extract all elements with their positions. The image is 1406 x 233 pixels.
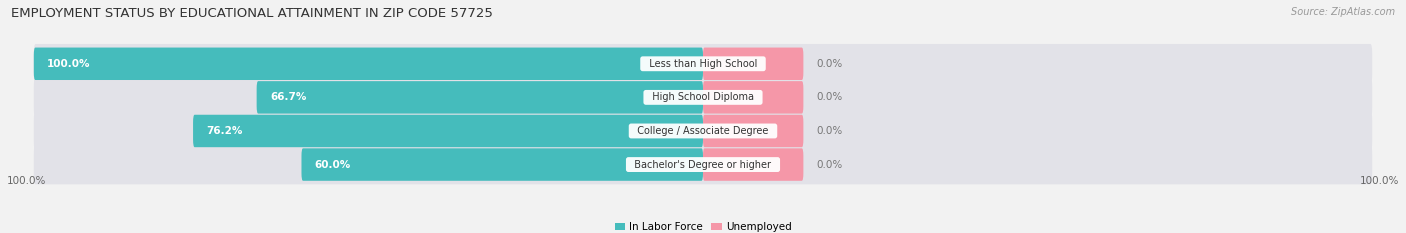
Text: 100.0%: 100.0%	[7, 176, 46, 186]
Legend: In Labor Force, Unemployed: In Labor Force, Unemployed	[610, 218, 796, 233]
Text: Bachelor's Degree or higher: Bachelor's Degree or higher	[628, 160, 778, 170]
Text: 0.0%: 0.0%	[817, 92, 844, 102]
Text: Less than High School: Less than High School	[643, 59, 763, 69]
FancyBboxPatch shape	[193, 115, 703, 147]
FancyBboxPatch shape	[34, 111, 1372, 151]
FancyBboxPatch shape	[34, 145, 1372, 184]
Text: 100.0%: 100.0%	[48, 59, 90, 69]
FancyBboxPatch shape	[703, 148, 803, 181]
FancyBboxPatch shape	[703, 115, 803, 147]
FancyBboxPatch shape	[34, 44, 1372, 84]
Text: 100.0%: 100.0%	[1360, 176, 1399, 186]
Text: Source: ZipAtlas.com: Source: ZipAtlas.com	[1291, 7, 1395, 17]
Text: 76.2%: 76.2%	[207, 126, 243, 136]
FancyBboxPatch shape	[34, 78, 1372, 117]
Text: 0.0%: 0.0%	[817, 126, 844, 136]
Text: High School Diploma: High School Diploma	[645, 92, 761, 102]
FancyBboxPatch shape	[703, 81, 803, 114]
Text: 0.0%: 0.0%	[817, 160, 844, 170]
Text: College / Associate Degree: College / Associate Degree	[631, 126, 775, 136]
FancyBboxPatch shape	[257, 81, 703, 114]
Text: EMPLOYMENT STATUS BY EDUCATIONAL ATTAINMENT IN ZIP CODE 57725: EMPLOYMENT STATUS BY EDUCATIONAL ATTAINM…	[11, 7, 494, 20]
Text: 66.7%: 66.7%	[270, 92, 307, 102]
FancyBboxPatch shape	[301, 148, 703, 181]
FancyBboxPatch shape	[34, 48, 703, 80]
Text: 60.0%: 60.0%	[315, 160, 352, 170]
Text: 0.0%: 0.0%	[817, 59, 844, 69]
FancyBboxPatch shape	[703, 48, 803, 80]
